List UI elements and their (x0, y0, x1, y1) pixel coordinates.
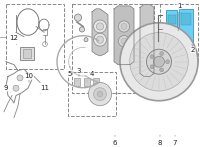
Polygon shape (140, 4, 154, 76)
Circle shape (96, 36, 104, 43)
Circle shape (147, 49, 171, 74)
Circle shape (94, 20, 106, 33)
Bar (154, 4, 198, 63)
Bar (181, 13, 191, 25)
Circle shape (118, 36, 130, 47)
Bar (84, 78, 90, 86)
Circle shape (120, 23, 198, 101)
Text: 4: 4 (90, 71, 94, 81)
Bar (23, 49, 31, 58)
Circle shape (94, 33, 106, 46)
Text: 1: 1 (177, 3, 181, 31)
Circle shape (13, 85, 19, 91)
Text: 2: 2 (191, 44, 195, 53)
Circle shape (166, 60, 170, 64)
Circle shape (150, 65, 154, 69)
Circle shape (74, 14, 82, 21)
Circle shape (96, 23, 104, 30)
Text: 3: 3 (77, 68, 81, 76)
Text: 8: 8 (158, 135, 162, 146)
Circle shape (150, 55, 154, 59)
Bar (72, 4, 160, 93)
Circle shape (97, 91, 103, 97)
Bar (68, 72, 116, 116)
Text: 6: 6 (113, 135, 117, 146)
FancyBboxPatch shape (166, 10, 177, 51)
Polygon shape (92, 9, 108, 56)
Circle shape (154, 56, 164, 67)
Circle shape (121, 38, 127, 44)
Bar (6, 4, 64, 69)
Text: 12: 12 (10, 35, 18, 45)
Polygon shape (114, 6, 134, 65)
Text: 11: 11 (40, 85, 50, 94)
Circle shape (130, 32, 188, 91)
FancyBboxPatch shape (179, 9, 193, 56)
Circle shape (121, 24, 127, 29)
Text: 7: 7 (173, 135, 177, 146)
Circle shape (94, 88, 106, 100)
Circle shape (160, 52, 164, 56)
Circle shape (84, 38, 88, 42)
Text: 10: 10 (24, 74, 34, 82)
Bar (20, 47, 34, 60)
Circle shape (160, 68, 164, 72)
Text: 9: 9 (4, 85, 11, 92)
Bar (93, 78, 99, 86)
Circle shape (17, 75, 23, 81)
Circle shape (88, 82, 112, 106)
Bar (168, 15, 176, 24)
Bar (74, 78, 80, 86)
Text: 5: 5 (68, 66, 72, 76)
Circle shape (118, 21, 130, 32)
Circle shape (79, 27, 85, 32)
